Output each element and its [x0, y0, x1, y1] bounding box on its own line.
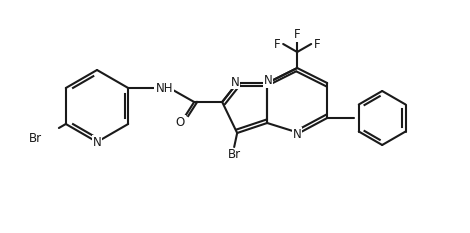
Text: F: F	[274, 38, 281, 51]
Text: F: F	[314, 38, 321, 51]
Text: N: N	[231, 75, 240, 89]
Text: N: N	[293, 127, 302, 140]
Text: NH: NH	[156, 82, 173, 95]
Text: Br: Br	[29, 131, 41, 144]
Text: N: N	[93, 136, 102, 148]
Text: F: F	[294, 28, 300, 41]
Text: O: O	[176, 116, 185, 129]
Text: Br: Br	[227, 148, 241, 161]
Text: N: N	[264, 75, 273, 88]
